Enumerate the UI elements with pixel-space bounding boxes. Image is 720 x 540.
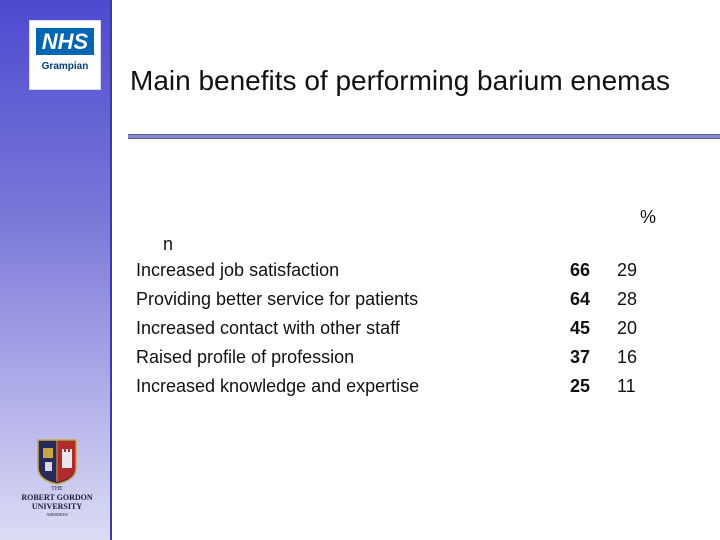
benefit-count: 64	[569, 289, 590, 309]
title-underline	[128, 134, 720, 139]
benefit-percent: 11	[617, 376, 636, 396]
rgu-university: UNIVERSITY	[31, 502, 83, 511]
benefit-label: Raised profile of profession	[136, 347, 355, 367]
table-row: Providing better service for patients 64…	[136, 285, 696, 314]
university-crest-icon	[37, 439, 77, 485]
benefit-count: 66	[569, 260, 590, 280]
table-row: Increased contact with other staff 45 20	[136, 314, 696, 343]
benefit-count: 45	[569, 318, 590, 338]
benefits-table: Increased job satisfaction 66 29 Providi…	[136, 256, 696, 401]
rgu-city: ABERDEEN	[46, 512, 68, 517]
benefit-label: Increased knowledge and expertise	[136, 376, 420, 396]
rgu-the: THE	[51, 486, 63, 492]
benefit-count: 25	[569, 376, 590, 396]
benefit-label: Increased contact with other staff	[136, 318, 400, 338]
nhs-grampian-logo: NHS Grampian	[29, 20, 101, 90]
benefit-label: Increased job satisfaction	[136, 260, 340, 280]
robert-gordon-university-logo: THE ROBERT GORDON UNIVERSITY ABERDEEN	[14, 438, 100, 518]
benefit-percent: 16	[617, 347, 638, 367]
benefit-count: 37	[569, 347, 590, 367]
sidebar-edge	[110, 0, 112, 540]
table-row: Increased knowledge and expertise 25 11	[136, 372, 696, 401]
table-row: Increased job satisfaction 66 29	[136, 256, 696, 285]
benefit-percent: 20	[617, 318, 638, 338]
slide-title: Main benefits of performing barium enema…	[130, 65, 671, 96]
nhs-logo-name: Grampian	[41, 61, 89, 72]
n-column-header: n	[163, 234, 174, 254]
nhs-logo-mark: NHS	[36, 28, 94, 55]
benefit-label: Providing better service for patients	[136, 289, 419, 309]
benefit-percent: 29	[617, 260, 638, 280]
percent-column-header: %	[640, 207, 657, 227]
rgu-name: ROBERT GORDON	[21, 493, 93, 502]
table-row: Raised profile of profession 37 16	[136, 343, 696, 372]
benefit-percent: 28	[617, 289, 638, 309]
